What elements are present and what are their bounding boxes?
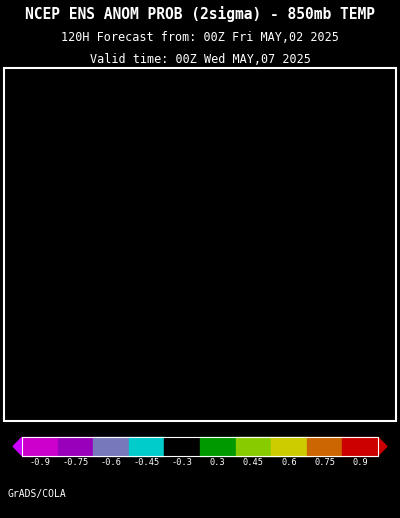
Bar: [342, 437, 378, 455]
Bar: [271, 437, 307, 455]
Bar: [93, 437, 129, 455]
Text: GrADS/COLA: GrADS/COLA: [8, 489, 67, 499]
Text: 0.45: 0.45: [243, 458, 264, 467]
Bar: [129, 437, 164, 455]
Text: -0.3: -0.3: [172, 458, 193, 467]
Text: -0.75: -0.75: [62, 458, 88, 467]
Polygon shape: [13, 437, 22, 455]
Text: 0.9: 0.9: [352, 458, 368, 467]
Text: 0.3: 0.3: [210, 458, 226, 467]
Text: NCEP ENS ANOM PROB (2sigma) - 850mb TEMP: NCEP ENS ANOM PROB (2sigma) - 850mb TEMP: [25, 7, 375, 22]
Bar: [164, 437, 200, 455]
Text: -0.6: -0.6: [100, 458, 122, 467]
Text: 0.75: 0.75: [314, 458, 335, 467]
Text: -0.45: -0.45: [134, 458, 160, 467]
Bar: [236, 437, 271, 455]
Bar: [22, 437, 58, 455]
Text: 120H Forecast from: 00Z Fri MAY,02 2025: 120H Forecast from: 00Z Fri MAY,02 2025: [61, 31, 339, 44]
Text: -0.9: -0.9: [29, 458, 50, 467]
Polygon shape: [378, 437, 387, 455]
Bar: [22, 437, 378, 455]
Bar: [307, 437, 342, 455]
Bar: [58, 437, 93, 455]
Text: Valid time: 00Z Wed MAY,07 2025: Valid time: 00Z Wed MAY,07 2025: [90, 53, 310, 66]
Bar: [200, 437, 236, 455]
Text: 0.6: 0.6: [281, 458, 297, 467]
